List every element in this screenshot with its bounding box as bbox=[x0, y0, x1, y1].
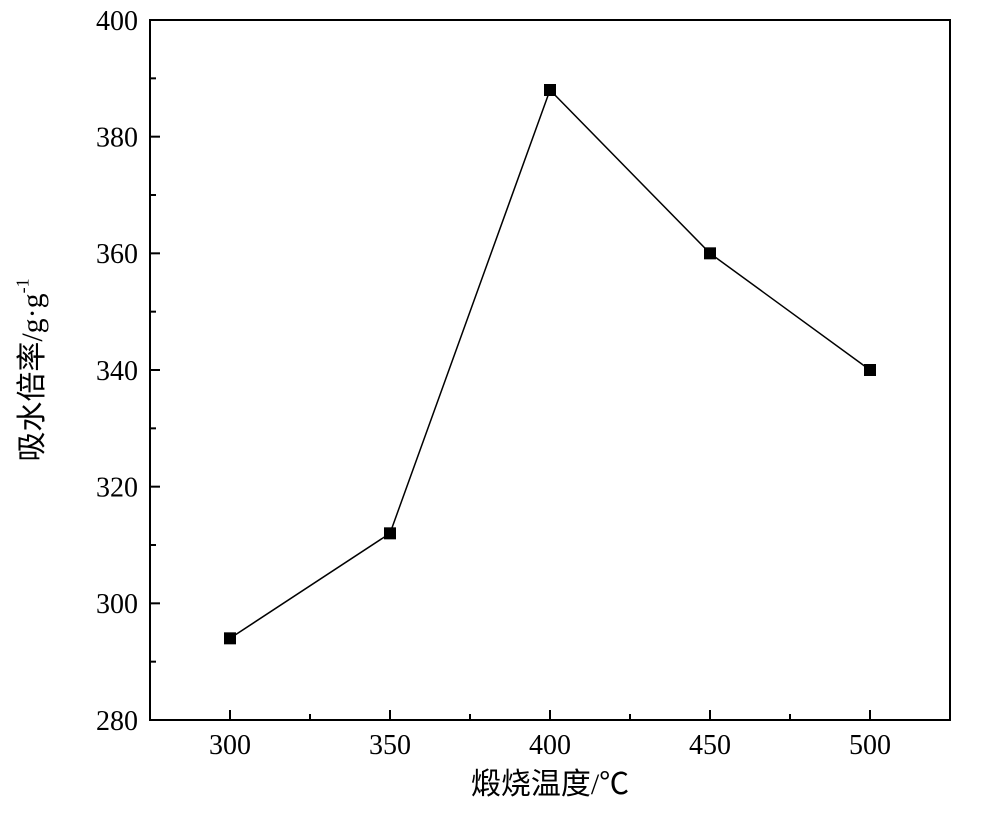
svg-text:340: 340 bbox=[96, 356, 138, 387]
svg-text:300: 300 bbox=[96, 589, 138, 620]
svg-text:320: 320 bbox=[96, 472, 138, 503]
svg-text:380: 380 bbox=[96, 122, 138, 153]
svg-text:350: 350 bbox=[369, 730, 411, 761]
svg-text:400: 400 bbox=[529, 730, 571, 761]
svg-text:280: 280 bbox=[96, 706, 138, 737]
svg-text:450: 450 bbox=[689, 730, 731, 761]
line-chart: 300 350 400 450 500 280 300 320 340 360 380 400 煅烧温度… bbox=[0, 0, 1000, 813]
svg-text:500: 500 bbox=[849, 730, 891, 761]
chart-container: 300 350 400 450 500 280 300 320 340 360 380 400 煅烧温度… bbox=[0, 0, 1000, 813]
svg-text:300: 300 bbox=[209, 730, 251, 761]
svg-text:360: 360 bbox=[96, 239, 138, 270]
svg-text:煅烧温度/℃: 煅烧温度/℃ bbox=[471, 768, 629, 801]
svg-text:400: 400 bbox=[96, 6, 138, 37]
svg-text:吸水倍率/g·g-1: 吸水倍率/g·g-1 bbox=[13, 278, 50, 461]
